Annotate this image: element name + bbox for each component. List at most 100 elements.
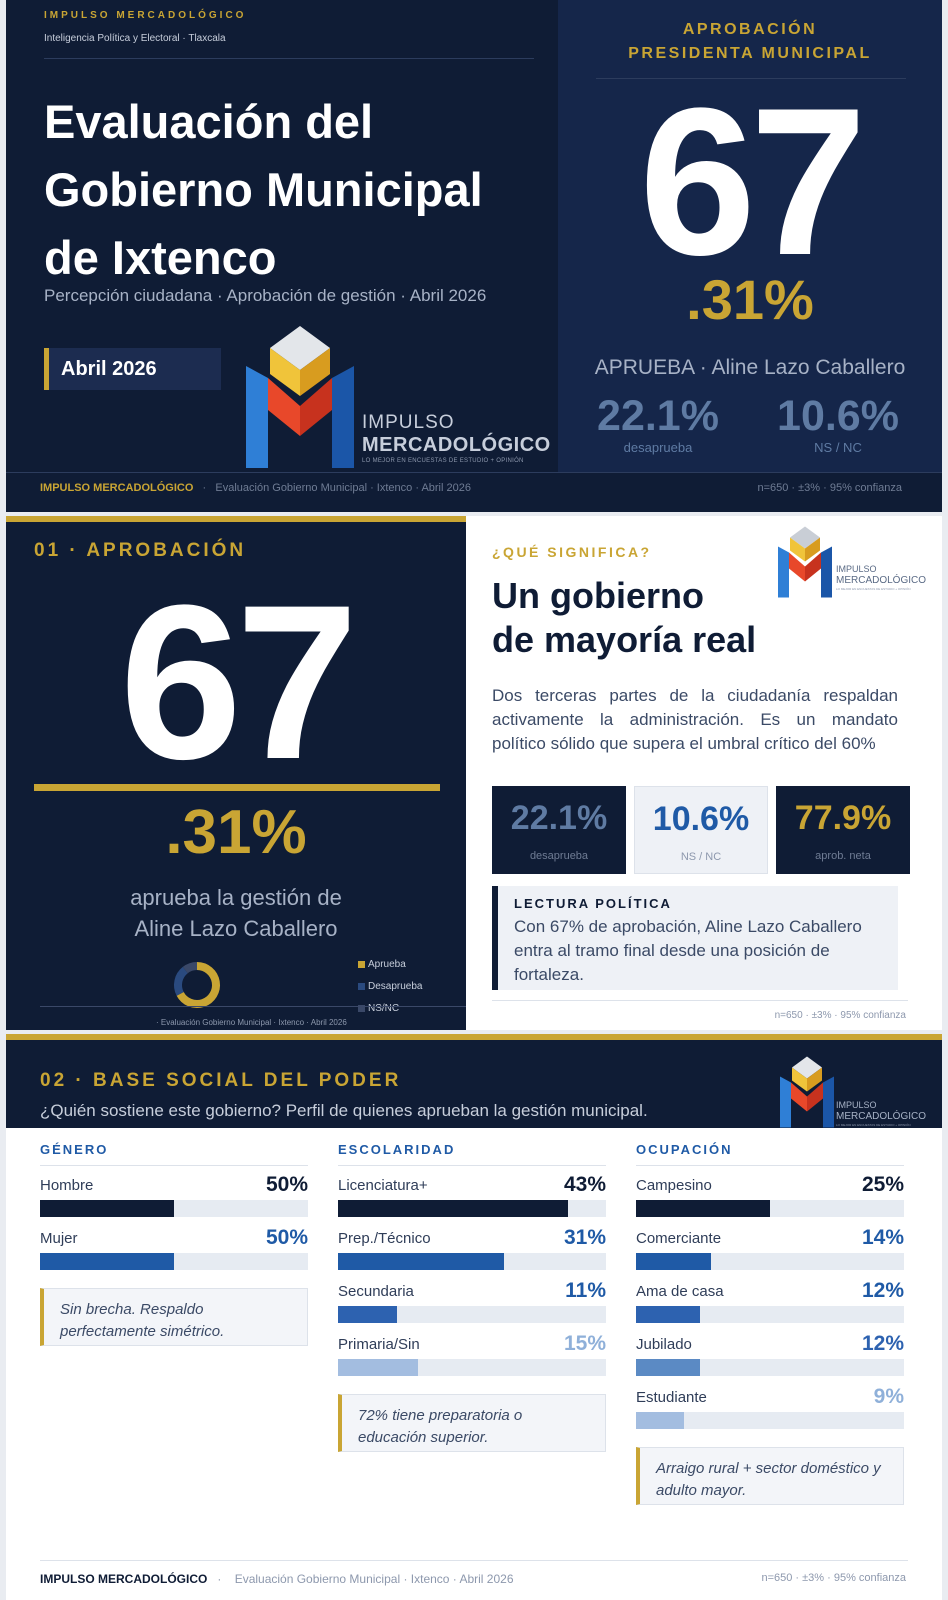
footer-meta: n=650 · ±3% · 95% confianza: [757, 482, 902, 494]
footer: IMPULSO MERCADOLÓGICO · Evaluación Gobie…: [40, 482, 471, 494]
bar-percent: 9%: [873, 1385, 904, 1408]
social-base-section: 02 · BASE SOCIAL DEL PODER ¿Quién sostie…: [6, 1034, 942, 1600]
bar-row: Secundaria 11%: [338, 1272, 606, 1325]
bar-row: Licenciatura+ 43%: [338, 1166, 606, 1219]
bar-percent: 11%: [565, 1279, 606, 1302]
approval-label: APROBACIÓN PRESIDENTA MUNICIPAL: [558, 18, 942, 66]
bar-fill: [338, 1200, 569, 1217]
page-title: Evaluación del Gobierno Municipal de Ixt…: [44, 88, 544, 292]
bar-label: Mujer: [40, 1230, 78, 1247]
logo-text: IMPULSO: [362, 412, 455, 433]
divider: [6, 472, 942, 473]
divider: [492, 1000, 908, 1001]
cover-section: IMPULSO MERCADOLÓGICO Inteligencia Polít…: [6, 0, 942, 512]
bar-row: Comerciante 14%: [636, 1219, 904, 1272]
bar-fill: [636, 1412, 685, 1429]
footer-brand: IMPULSO MERCADOLÓGICO: [40, 482, 194, 494]
box-value: 22.1%: [510, 799, 608, 837]
donut-legend: Aprueba Desaprueba NS/NC: [358, 954, 422, 1020]
column-header: GÉNERO: [40, 1142, 308, 1166]
footer-text: Evaluación Gobierno Municipal · Ixtenco …: [234, 1572, 514, 1586]
bar-percent: 50%: [265, 1226, 308, 1249]
approval-label-line: PRESIDENTA MUNICIPAL: [628, 45, 872, 62]
bar-percent: 31%: [563, 1226, 606, 1249]
legend-item: Aprueba: [358, 954, 422, 976]
bar-label: Secundaria: [338, 1283, 414, 1300]
section-label: 01 · APROBACIÓN: [34, 540, 247, 561]
bar-row: Estudiante 9%: [636, 1378, 904, 1431]
bar-label: Jubilado: [636, 1336, 692, 1353]
section-subtitle: ¿Quién sostiene este gobierno? Perfil de…: [40, 1101, 648, 1120]
legend-item: Desaprueba: [358, 976, 422, 998]
approval-big-number: 67: [639, 64, 867, 299]
logo-text: MERCADOLÓGICO: [362, 434, 551, 456]
bar-fill: [338, 1359, 419, 1376]
bar-row: Campesino 25%: [636, 1166, 904, 1219]
approval-caption: APRUEBA · Aline Lazo Caballero: [594, 356, 906, 379]
bar-label: Hombre: [40, 1177, 94, 1194]
logo-text: IMPULSO: [836, 1100, 877, 1110]
bar-percent: 12%: [861, 1332, 904, 1355]
bar-track: [40, 1253, 308, 1270]
bar-fill: [338, 1253, 505, 1270]
bar-label: Primaria/Sin: [338, 1336, 420, 1353]
card-text: Con 67% de aprobación, Aline Lazo Caball…: [514, 917, 862, 984]
occupation-note: Arraigo rural + sector doméstico y adult…: [636, 1447, 904, 1505]
bar-row: Mujer 50%: [40, 1219, 308, 1272]
bar-row: Jubilado 12%: [636, 1325, 904, 1378]
date-badge: Abril 2026: [44, 348, 221, 390]
logo-tagline: LO MEJOR EN ENCUESTAS DE ESTUDIO + OPINI…: [836, 1123, 911, 1127]
headline: Un gobierno de mayoría real: [492, 574, 792, 662]
gender-note: Sin brecha. Respaldo perfectamente simét…: [40, 1288, 308, 1346]
stat-label: NS / NC: [814, 440, 862, 455]
approval-section: 01 · APROBACIÓN 67 .31% aprueba la gesti…: [6, 516, 942, 1030]
approval-decimal: .31%: [686, 268, 814, 331]
disapproval-box: 22.1% desaprueba: [492, 786, 626, 874]
footer: IMPULSO MERCADOLÓGICO · Evaluación Gobie…: [40, 1572, 514, 1586]
occupation-column: OCUPACIÓN Campesino 25% Comerciante 14% Ama …: [636, 1142, 904, 1505]
section-header: 02 · BASE SOCIAL DEL PODER ¿Quién sostie…: [6, 1034, 942, 1128]
box-label: NS / NC: [680, 851, 722, 863]
bar-label: Campesino: [636, 1177, 712, 1194]
headline-line: de mayoría real: [492, 619, 757, 660]
bar-label: Licenciatura+: [338, 1177, 428, 1194]
donut-slice: [176, 962, 220, 1008]
box-value: 77.9%: [794, 799, 892, 837]
bar-track: [636, 1412, 904, 1429]
title-line: Evaluación del: [44, 95, 374, 148]
nsnc-box: 10.6% NS / NC: [634, 786, 768, 874]
approval-big-number: 67: [119, 559, 359, 805]
bar-track: [338, 1306, 606, 1323]
donut-slice: [174, 966, 188, 996]
stat-label: desaprueba: [623, 440, 693, 455]
political-reading-card: LECTURA POLÍTICA Con 67% de aprobación, …: [492, 886, 898, 990]
bar-fill: [40, 1253, 174, 1270]
net-approval-box: 77.9% aprob. neta: [776, 786, 910, 874]
bar-track: [338, 1359, 606, 1376]
logo-text: MERCADOLÓGICO: [836, 575, 927, 586]
divider: [40, 1560, 908, 1561]
footer-text: · Evaluación Gobierno Municipal · Ixtenc…: [156, 1018, 347, 1027]
education-rows: Licenciatura+ 43% Prep./Técnico 31% Secundar…: [338, 1166, 606, 1378]
bar-fill: [40, 1200, 174, 1217]
brand-name: IMPULSO MERCADOLÓGICO: [44, 10, 247, 21]
stat-value: 22.1%: [597, 392, 719, 440]
approval-left-panel: 01 · APROBACIÓN 67 .31% aprueba la gesti…: [6, 516, 466, 1030]
bar-percent: 50%: [265, 1173, 308, 1196]
bar-percent: 15%: [563, 1332, 606, 1355]
gender-column: GÉNERO Hombre 50% Mujer 50% Sin brecha. Res…: [40, 1142, 308, 1346]
disapproval-stat: 22.1% desaprueba: [578, 392, 738, 455]
bar-label: Comerciante: [636, 1230, 722, 1247]
legend-item: NS/NC: [358, 998, 422, 1020]
nsnc-stat: 10.6% NS / NC: [758, 392, 918, 455]
brand-logo-icon: [778, 526, 832, 598]
bar-row: Ama de casa 12%: [636, 1272, 904, 1325]
donut-slice: [182, 962, 198, 974]
logo-tagline: LO MEJOR EN ENCUESTAS DE ESTUDIO + OPINI…: [836, 587, 911, 591]
approval-label-line: APROBACIÓN: [682, 21, 818, 38]
bar-row: Prep./Técnico 31%: [338, 1219, 606, 1272]
bar-row: Primaria/Sin 15%: [338, 1325, 606, 1378]
stat-value: 10.6%: [777, 392, 899, 440]
bar-fill: [636, 1200, 770, 1217]
bar-track: [636, 1359, 904, 1376]
